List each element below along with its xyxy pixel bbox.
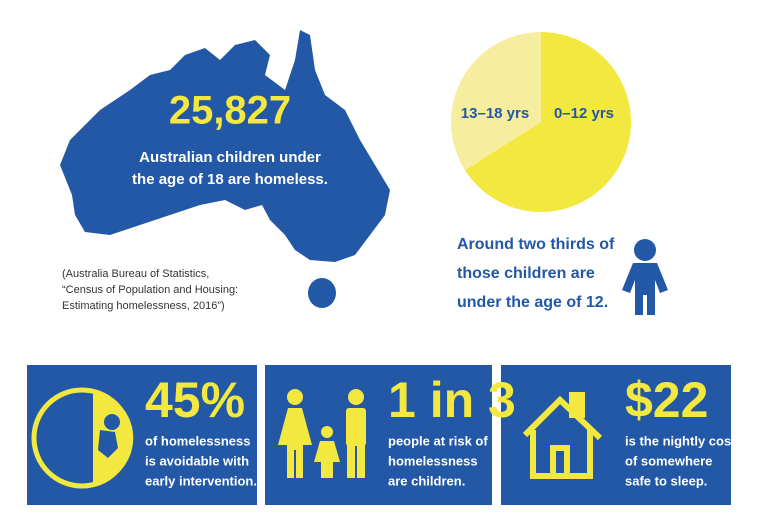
pie-slice: [451, 32, 541, 171]
map-text: Australian children under: [139, 149, 321, 166]
panel-line: of homelessness: [145, 433, 251, 448]
panel-headline: 45%: [145, 372, 245, 428]
panel: [501, 365, 731, 505]
map-headline: 25,827: [169, 89, 291, 133]
callout-line: Around two thirds of: [457, 236, 615, 253]
source-line: Estimating homelessness, 2016”): [62, 300, 225, 312]
panel-line: people at risk of: [388, 433, 488, 448]
australia-map: [60, 30, 390, 262]
panel-texts: 45% of homelessness is avoidable with early…: [145, 372, 736, 488]
panel-line: is avoidable with: [145, 453, 249, 468]
child-icon: [622, 239, 668, 315]
intervention-icon: [31, 387, 134, 489]
panel-headline: $22: [625, 372, 708, 428]
tasmania: [308, 278, 336, 308]
panel-headline: 1 in 3: [388, 372, 516, 428]
pie-label: 13–18 yrs: [461, 105, 529, 122]
source: (Australia Bureau of Statistics, “Census…: [62, 268, 238, 312]
house-icon: [522, 392, 603, 479]
source-line: (Australia Bureau of Statistics,: [62, 268, 209, 280]
pie-label: 0–12 yrs: [554, 105, 614, 122]
panel-line: is the nightly cost: [625, 433, 736, 448]
panel-line: homelessness: [388, 453, 478, 468]
pie-chart: [451, 32, 632, 213]
callout-line: those children are: [457, 265, 595, 282]
source-line: “Census of Population and Housing:: [62, 284, 238, 296]
panel-line: of somewhere: [625, 453, 712, 468]
callout-line: under the age of 12.: [457, 294, 608, 311]
panel-line: are children.: [388, 473, 465, 488]
panel-line: early intervention.: [145, 473, 257, 488]
panel-line: safe to sleep.: [625, 473, 707, 488]
family-icon: [278, 389, 366, 478]
map-text: the age of 18 are homeless.: [132, 171, 328, 188]
pie-slice: [465, 32, 632, 213]
